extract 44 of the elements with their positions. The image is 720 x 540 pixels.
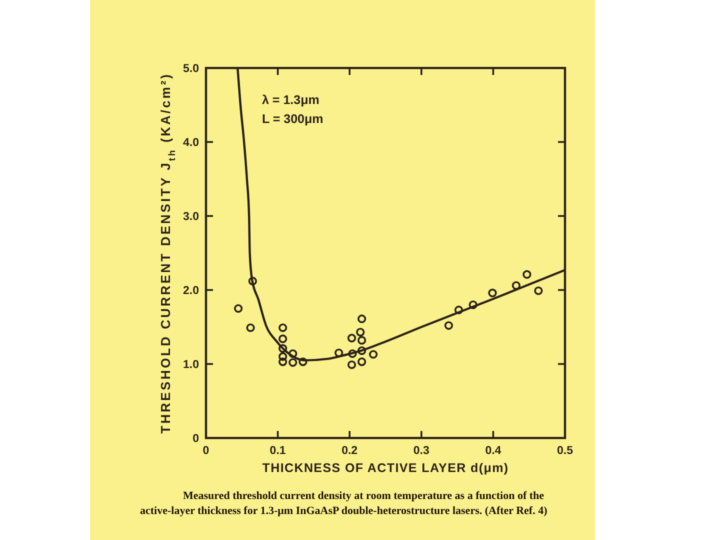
point <box>334 348 344 358</box>
point <box>347 360 356 370</box>
y-tick-label: 2.0 <box>183 285 199 298</box>
point <box>444 321 453 330</box>
point <box>356 328 365 336</box>
point <box>248 276 257 286</box>
point <box>368 350 378 359</box>
y-tick-label: 0 <box>192 433 199 446</box>
y-tick-label: 4.0 <box>183 137 199 150</box>
x-tick-label: 0.2 <box>342 445 358 457</box>
point <box>278 344 288 353</box>
point <box>358 357 366 366</box>
point <box>454 306 464 314</box>
point <box>358 346 366 355</box>
point <box>234 304 243 313</box>
point <box>278 323 288 332</box>
point <box>348 349 357 358</box>
point <box>278 334 288 344</box>
point <box>288 349 298 358</box>
x-axis-title: THICKNESS OF ACTIVE LAYER d(μm) <box>262 461 509 475</box>
y-tick-label: 5.0 <box>183 63 199 76</box>
point <box>358 314 366 324</box>
point <box>298 357 308 366</box>
point <box>512 281 520 290</box>
x-tick-label: 0 <box>202 445 210 457</box>
point <box>246 323 255 332</box>
annotation: λ = 1.3μm <box>262 93 320 107</box>
x-tick-label: 0.3 <box>413 445 430 457</box>
x-tick-label: 0.1 <box>270 445 286 457</box>
point <box>278 352 288 361</box>
point <box>288 358 298 367</box>
x-tick-label: 0.4 <box>485 445 502 457</box>
annotation: L = 300μm <box>262 112 324 126</box>
point <box>358 336 366 345</box>
point <box>488 288 497 298</box>
text: Measured threshold current density at room temperature as a function of the active-layer thickness for 1.3-μm InGaAsP double-heterostructure lasers. (After Ref. 4) <box>140 490 548 517</box>
point <box>347 334 356 342</box>
y-tick-label: 3.0 <box>183 211 199 224</box>
point <box>534 286 543 296</box>
point <box>522 270 532 279</box>
point <box>278 357 288 366</box>
x-tick-label: 0.5 <box>557 445 574 457</box>
point <box>468 300 478 310</box>
y-tick-label: 1.0 <box>183 359 199 372</box>
